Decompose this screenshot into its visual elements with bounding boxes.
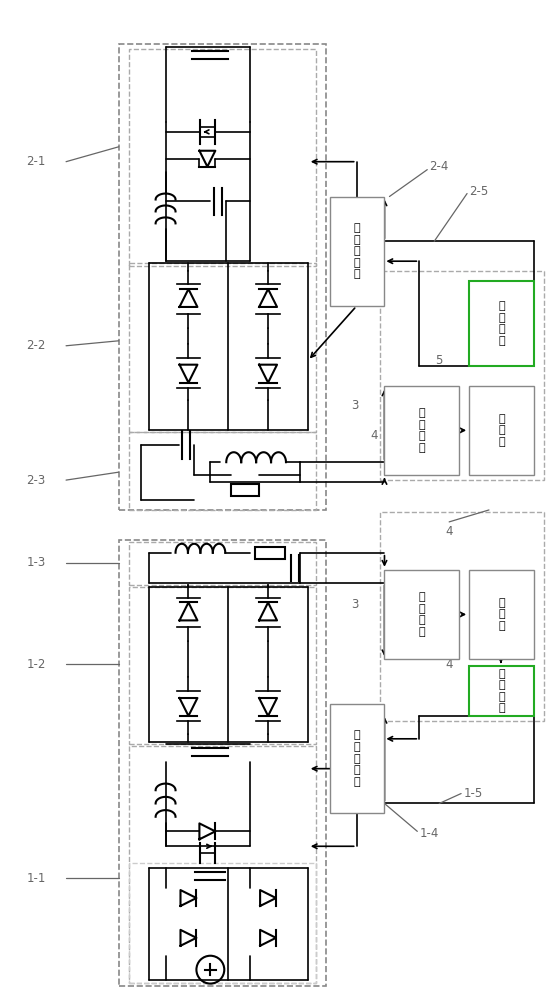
Text: 锁
相
环: 锁 相 环	[498, 414, 505, 447]
Text: 2-3: 2-3	[26, 474, 45, 487]
Text: 1-2: 1-2	[26, 658, 45, 671]
Bar	[129, 263, 316, 432]
Text: 检
波
电
路: 检 波 电 路	[498, 669, 505, 713]
Bar	[255, 547, 285, 559]
Bar	[129, 746, 316, 983]
Text: 1-3: 1-3	[26, 556, 45, 569]
Text: 1-1: 1-1	[26, 872, 45, 885]
Text: 第
一
控
制
器: 第 一 控 制 器	[354, 731, 361, 787]
Bar	[469, 386, 534, 475]
Bar	[129, 432, 316, 510]
Bar	[385, 570, 459, 659]
Bar	[129, 863, 316, 983]
Text: 4: 4	[371, 429, 378, 442]
Bar	[129, 49, 316, 266]
Text: 2-1: 2-1	[26, 155, 45, 168]
Bar	[380, 271, 544, 480]
Bar	[469, 281, 534, 366]
Text: 采
样
电
路: 采 样 电 路	[418, 592, 425, 637]
Bar	[231, 484, 259, 496]
Bar	[330, 197, 385, 306]
Bar	[380, 512, 544, 721]
Text: 2-5: 2-5	[469, 185, 488, 198]
Text: 5: 5	[445, 598, 453, 611]
Text: 1-5: 1-5	[464, 787, 483, 800]
Text: 锁
相
环: 锁 相 环	[498, 598, 505, 631]
Bar	[469, 570, 534, 659]
Text: 采
样
电
路: 采 样 电 路	[418, 408, 425, 453]
Bar	[129, 542, 316, 585]
Text: 2-4: 2-4	[430, 160, 449, 173]
Bar	[330, 704, 385, 813]
Bar	[129, 587, 316, 744]
Bar	[119, 44, 326, 510]
Text: 4: 4	[445, 658, 453, 671]
Text: 2-2: 2-2	[26, 339, 45, 352]
Text: 3: 3	[351, 399, 358, 412]
Text: 3: 3	[351, 598, 358, 611]
Text: 4: 4	[445, 525, 453, 538]
Bar	[385, 386, 459, 475]
Text: 5: 5	[436, 354, 443, 367]
Bar	[119, 540, 326, 986]
Text: 1-4: 1-4	[419, 827, 438, 840]
Bar	[469, 666, 534, 716]
Text: 检
波
电
路: 检 波 电 路	[498, 301, 505, 346]
Text: 第
一
控
制
器: 第 一 控 制 器	[354, 223, 361, 279]
